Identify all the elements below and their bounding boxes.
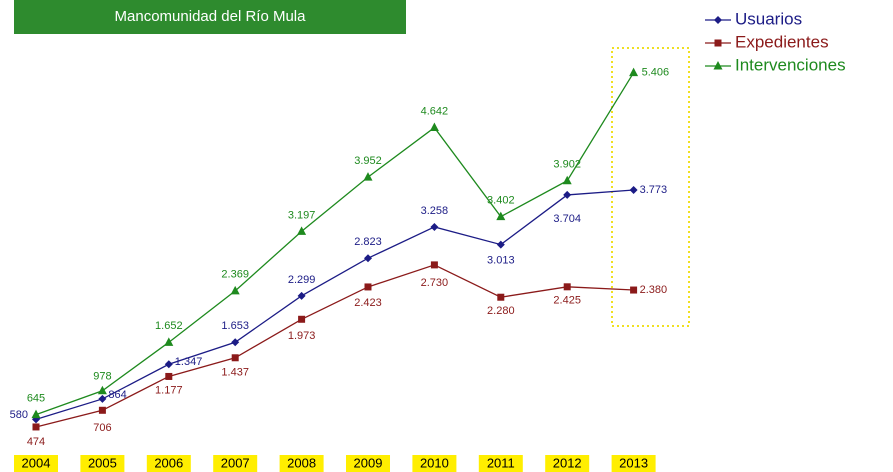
highlight-box xyxy=(611,47,690,327)
chart-title: Mancomunidad del Río Mula xyxy=(115,8,307,25)
year-box xyxy=(213,455,258,472)
year-box xyxy=(412,455,457,472)
value-label: 2.823 xyxy=(354,236,382,248)
legend-label: Expedientes xyxy=(735,32,829,51)
legend-label: Usuarios xyxy=(735,9,802,28)
marker xyxy=(714,39,722,47)
marker xyxy=(98,394,107,403)
year-box xyxy=(146,455,191,472)
x-tick-label: 2007 xyxy=(221,455,250,470)
marker xyxy=(363,172,373,181)
marker xyxy=(298,315,306,323)
year-box xyxy=(545,455,590,472)
value-label: 3.704 xyxy=(553,213,581,225)
series-line xyxy=(35,72,635,416)
marker xyxy=(364,254,372,263)
marker xyxy=(563,190,572,199)
value-label: 1.973 xyxy=(288,330,316,342)
value-label: 2.299 xyxy=(288,274,316,286)
value-label: 1.347 xyxy=(175,356,203,368)
year-box xyxy=(279,455,324,472)
marker xyxy=(430,222,439,231)
value-label: 1.437 xyxy=(221,367,249,379)
year-box xyxy=(346,455,390,472)
marker xyxy=(629,67,639,77)
marker xyxy=(165,372,173,380)
x-tick-label: 2004 xyxy=(22,455,51,470)
x-tick-label: 2012 xyxy=(553,455,582,470)
value-label: 706 xyxy=(93,422,111,434)
x-tick-label: 2013 xyxy=(619,455,648,470)
value-label: 2.369 xyxy=(221,269,249,281)
x-tick-label: 2005 xyxy=(88,455,117,470)
marker xyxy=(713,61,723,70)
value-label: 3.197 xyxy=(288,209,316,221)
value-label: 3.402 xyxy=(487,195,515,207)
marker xyxy=(562,175,572,185)
value-label: 4.642 xyxy=(421,105,449,117)
x-tick-label: 2008 xyxy=(287,455,316,470)
marker xyxy=(629,185,638,194)
marker xyxy=(231,338,240,347)
value-label: 645 xyxy=(27,393,45,405)
marker xyxy=(31,409,41,419)
year-box xyxy=(478,455,523,472)
marker xyxy=(497,293,505,301)
marker xyxy=(32,423,40,431)
marker xyxy=(231,354,239,362)
value-label: 2.280 xyxy=(487,305,515,317)
value-label: 3.773 xyxy=(640,184,668,196)
marker xyxy=(230,285,240,295)
marker xyxy=(563,283,571,291)
x-tick-label: 2006 xyxy=(154,455,183,470)
value-label: 580 xyxy=(10,409,28,421)
value-label: 1.653 xyxy=(221,320,249,332)
marker xyxy=(297,226,307,235)
series-line xyxy=(35,189,634,420)
value-label: 3.902 xyxy=(553,159,581,171)
value-label: 1.652 xyxy=(155,320,183,332)
year-box xyxy=(80,455,125,472)
series-line xyxy=(35,264,634,428)
marker xyxy=(164,337,174,346)
value-label: 3.258 xyxy=(421,205,449,217)
marker xyxy=(630,286,638,294)
marker xyxy=(364,283,372,291)
marker xyxy=(164,360,173,369)
marker xyxy=(496,240,505,249)
value-label: 864 xyxy=(108,389,126,401)
value-label: 2.380 xyxy=(640,284,668,296)
title-box xyxy=(14,0,406,34)
value-label: 2.423 xyxy=(354,297,382,309)
marker xyxy=(496,211,506,221)
value-label: 3.952 xyxy=(354,155,382,167)
marker xyxy=(97,385,107,395)
marker xyxy=(297,291,306,300)
year-box xyxy=(611,455,656,472)
marker xyxy=(98,406,106,414)
marker xyxy=(430,261,438,269)
value-label: 1.177 xyxy=(155,384,183,396)
value-label: 2.425 xyxy=(553,295,581,307)
value-label: 3.013 xyxy=(487,254,515,266)
x-tick-label: 2011 xyxy=(487,455,515,470)
value-label: 2.730 xyxy=(421,277,449,289)
legend-label: Intervenciones xyxy=(735,55,846,74)
marker xyxy=(714,16,722,24)
year-box xyxy=(14,455,58,472)
x-tick-label: 2009 xyxy=(354,455,383,470)
value-label: 474 xyxy=(27,436,45,448)
marker xyxy=(429,122,439,132)
value-label: 978 xyxy=(93,371,111,383)
x-tick-label: 2010 xyxy=(420,455,449,470)
value-label: 5.406 xyxy=(642,67,670,79)
